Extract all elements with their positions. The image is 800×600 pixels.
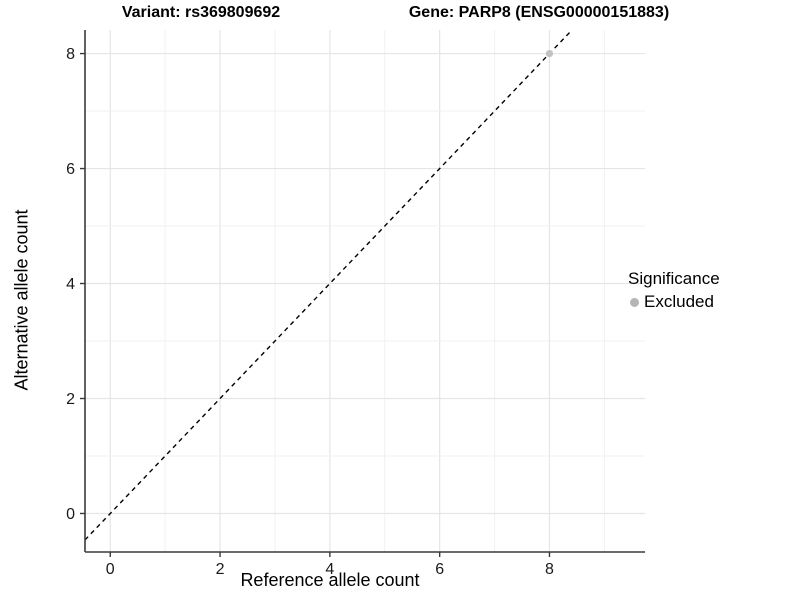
legend: Significance Excluded	[628, 269, 720, 312]
legend-title: Significance	[628, 269, 720, 288]
data-point-excluded	[545, 49, 554, 58]
identity-line	[84, 29, 573, 541]
x-tick-label: 4	[325, 561, 334, 578]
legend-key-dot	[630, 297, 639, 307]
y-tick-label: 4	[66, 276, 75, 293]
x-tick-label: 0	[106, 561, 115, 578]
x-tick-label: 8	[545, 561, 554, 578]
x-axis-title: Reference allele count	[240, 570, 420, 590]
plot-title-variant: Variant: rs369809692	[121, 4, 281, 21]
legend-entry-excluded: Excluded	[630, 292, 720, 312]
y-tick-label: 2	[66, 391, 75, 408]
x-tick-label: 6	[435, 561, 444, 578]
y-tick-label: 0	[66, 506, 75, 523]
y-tick-label: 6	[66, 161, 75, 178]
x-tick-label: 2	[216, 561, 225, 578]
legend-entry-label: Excluded	[644, 292, 714, 311]
y-tick-label: 8	[66, 46, 75, 63]
y-axis-title: Alternative allele count	[11, 209, 32, 391]
plot-title-gene: Gene: PARP8 (ENSG00000151883)	[408, 4, 670, 21]
